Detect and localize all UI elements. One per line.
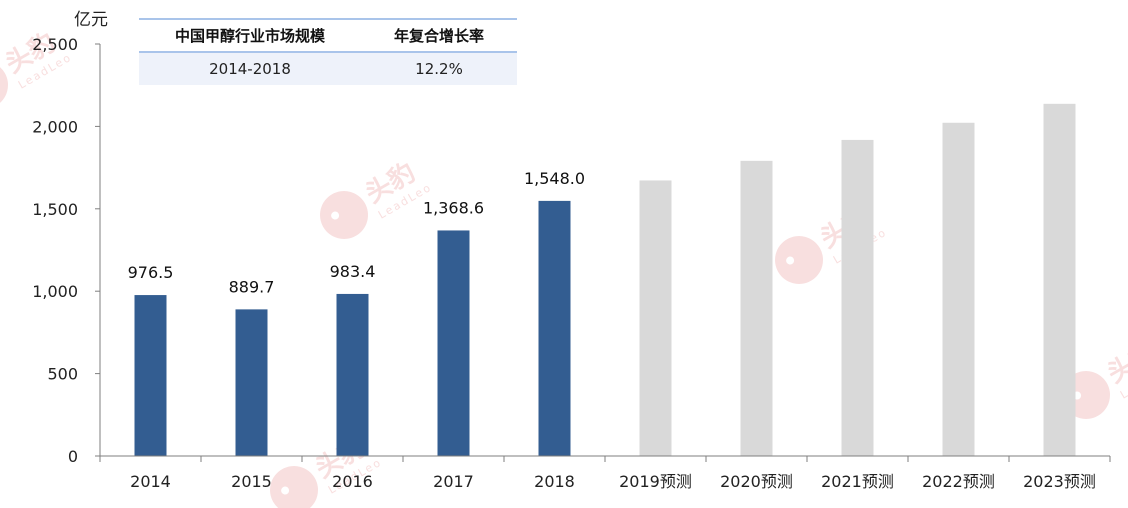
watermark-head-icon	[320, 191, 369, 239]
data-label: 983.4	[330, 262, 376, 281]
x-tick-label: 2014	[130, 472, 171, 491]
bar-2020预测	[740, 160, 773, 456]
table-header-market-size: 中国甲醇行业市场规模	[139, 18, 361, 53]
bar-2022预测	[942, 122, 975, 456]
x-tick-label: 2016	[332, 472, 373, 491]
table-cell-period: 2014-2018	[139, 52, 361, 85]
bar-2014	[134, 295, 167, 456]
y-tick-label: 0	[68, 447, 78, 466]
x-tick-label: 2020预测	[720, 472, 793, 491]
data-label: 976.5	[128, 263, 174, 282]
data-label: 889.7	[229, 277, 275, 296]
bar-2019预测	[639, 180, 672, 456]
y-tick-label: 1,500	[32, 200, 78, 219]
table-header-row: 中国甲醇行业市场规模 年复合增长率	[139, 18, 517, 53]
x-tick-label: 2018	[534, 472, 575, 491]
table-row: 2014-2018 12.2%	[139, 52, 517, 85]
y-tick-label: 2,000	[32, 117, 78, 136]
x-tick-label: 2017	[433, 472, 474, 491]
watermark-head-icon	[775, 236, 824, 284]
y-tick-label: 1,000	[32, 282, 78, 301]
x-tick-label: 2019预测	[619, 472, 692, 491]
bar-2015	[235, 309, 268, 456]
cagr-table: 中国甲醇行业市场规模 年复合增长率 2014-2018 12.2%	[139, 18, 517, 85]
y-tick-label: 500	[47, 365, 78, 384]
bars: 976.5 889.7 983.4 1,368.6 1,548.0	[128, 103, 1076, 457]
bar-2017	[437, 230, 470, 456]
bar-2023预测	[1043, 103, 1076, 457]
data-label: 1,368.6	[423, 198, 484, 217]
table-header-cagr: 年复合增长率	[361, 18, 517, 53]
watermark-head-icon	[270, 466, 319, 508]
x-tick-label: 2023预测	[1023, 472, 1096, 491]
data-label: 1,548.0	[524, 169, 585, 188]
x-tick-label: 2015	[231, 472, 272, 491]
watermark-eye-icon	[281, 486, 290, 495]
y-axis-unit-label: 亿元	[74, 10, 108, 30]
y-tick-label: 2,500	[32, 35, 78, 54]
watermark-eye-icon	[786, 256, 795, 265]
x-tick-label: 2022预测	[922, 472, 995, 491]
table-cell-cagr-value: 12.2%	[361, 52, 517, 85]
x-tick-label: 2021预测	[821, 472, 894, 491]
bar-2018	[538, 200, 571, 456]
bar-2016	[336, 293, 369, 456]
bar-2021预测	[841, 139, 874, 456]
x-axis: 2014 2015 2016 2017 2018 2019预测 2020预测 2021预测 20…	[99, 455, 1111, 491]
y-axis: 0 500 1,000 1,500 2,000 2,500	[32, 35, 101, 466]
watermark-eye-icon	[331, 211, 340, 220]
